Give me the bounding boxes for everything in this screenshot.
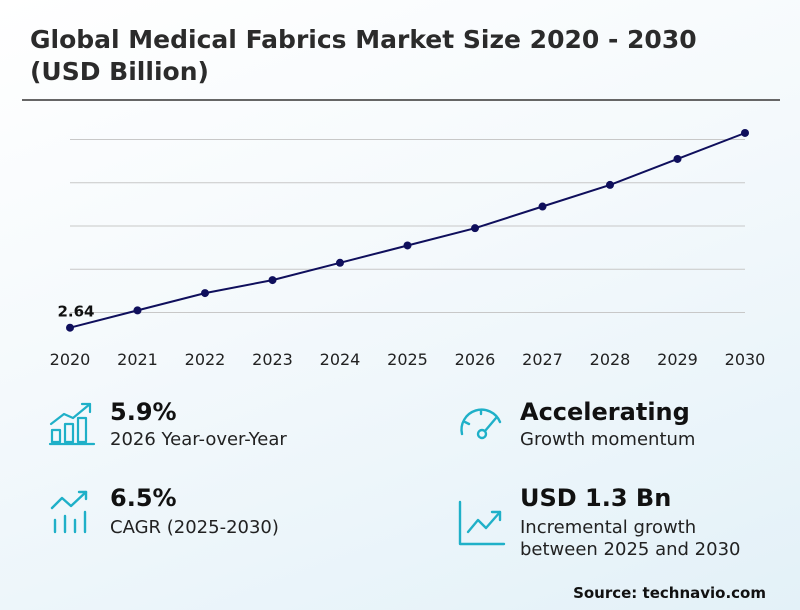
- stat-yoy-value: 5.9%: [110, 398, 177, 426]
- x-tick-2025: 2025: [387, 350, 428, 369]
- title-divider: [22, 99, 780, 101]
- stat-incremental-desc-line2: between 2025 and 2030: [520, 539, 741, 560]
- x-tick-2028: 2028: [590, 350, 631, 369]
- data-point-2020: [66, 323, 74, 332]
- stat-momentum-desc: Growth momentum: [520, 429, 696, 450]
- x-tick-2030: 2030: [725, 350, 766, 369]
- gauge-icon: [460, 408, 502, 440]
- data-point-2025: [403, 241, 412, 250]
- x-tick-2022: 2022: [185, 350, 226, 369]
- bar-growth-icon: [48, 402, 96, 446]
- x-tick-2023: 2023: [252, 350, 293, 369]
- gridlines: [70, 138, 745, 314]
- stat-incremental-value: USD 1.3 Bn: [520, 484, 672, 512]
- data-point-2027: [538, 202, 547, 211]
- x-tick-2029: 2029: [657, 350, 698, 369]
- x-tick-2020: 2020: [50, 350, 91, 369]
- data-point-2026: [471, 224, 479, 233]
- data-point-2030: [741, 128, 749, 137]
- chart-title: Global Medical Fabrics Market Size 2020 …: [30, 25, 697, 86]
- line-chart: 2020 2021 2022 2023 2024 2025 2026 2027 2028 2029…: [50, 128, 766, 369]
- stat-cagr-value: 6.5%: [110, 484, 177, 512]
- x-tick-2021: 2021: [117, 350, 158, 369]
- x-axis-ticks: 2020 2021 2022 2023 2024 2025 2026 2027 2028 2029…: [50, 350, 766, 369]
- stat-incremental-desc-line1: Incremental growth: [520, 517, 697, 538]
- data-labels: 2.64: [57, 303, 94, 321]
- data-points: [66, 128, 749, 332]
- stat-momentum-value: Accelerating: [520, 398, 690, 426]
- stat-cagr-desc: CAGR (2025-2030): [110, 517, 279, 538]
- data-label-2020: 2.64: [57, 303, 94, 321]
- data-point-2023: [268, 276, 277, 285]
- data-point-2029: [673, 154, 682, 163]
- x-tick-2027: 2027: [522, 350, 563, 369]
- data-point-2024: [336, 258, 344, 267]
- x-tick-2026: 2026: [455, 350, 496, 369]
- stat-yoy-desc: 2026 Year-over-Year: [110, 429, 287, 450]
- trend-bars-icon: [50, 490, 88, 534]
- x-tick-2024: 2024: [320, 350, 361, 369]
- data-point-2028: [606, 180, 614, 189]
- series-line: [69, 132, 746, 329]
- trend-chart-icon: [458, 500, 506, 546]
- data-point-2021: [133, 306, 142, 315]
- data-point-2022: [201, 289, 209, 298]
- source-credit: Source: technavio.com: [573, 584, 766, 602]
